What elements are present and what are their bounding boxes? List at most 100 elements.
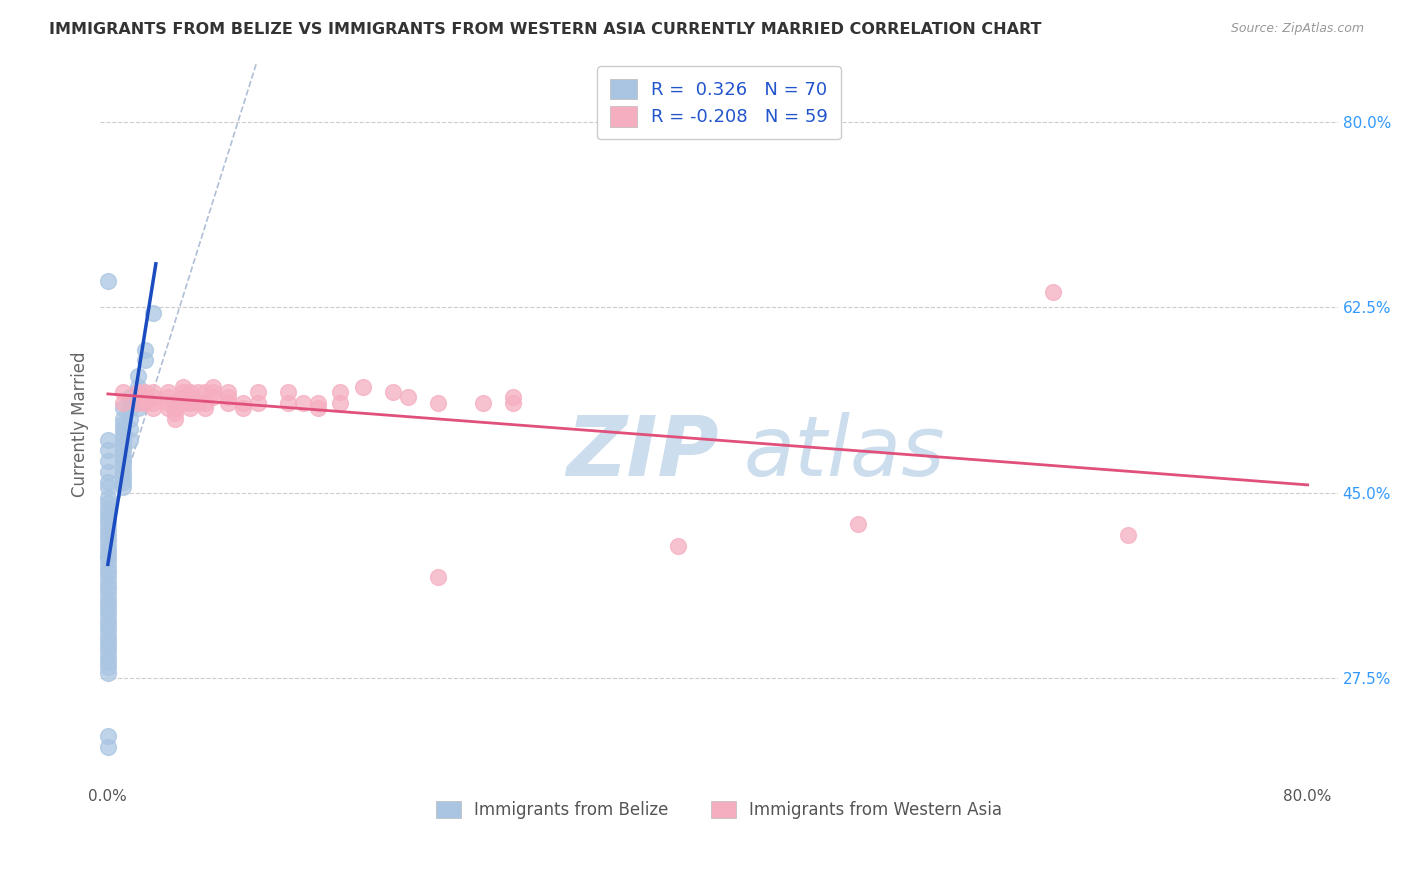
Legend: Immigrants from Belize, Immigrants from Western Asia: Immigrants from Belize, Immigrants from … <box>429 794 1008 826</box>
Point <box>97 597 120 611</box>
Point <box>97 633 120 648</box>
Point <box>97 739 120 754</box>
Point <box>111 385 134 400</box>
Point <box>142 306 165 320</box>
Point <box>396 391 419 405</box>
Point <box>111 395 134 409</box>
Point <box>120 433 142 447</box>
Point <box>97 559 120 574</box>
Point <box>97 274 120 288</box>
Point <box>217 391 239 405</box>
Point <box>97 618 120 632</box>
Point <box>179 385 201 400</box>
Point <box>97 586 120 600</box>
Point <box>1116 528 1139 542</box>
Point <box>97 512 120 526</box>
Point <box>97 528 120 542</box>
Point <box>127 391 149 405</box>
Point <box>97 554 120 568</box>
Point <box>97 539 120 553</box>
Text: atlas: atlas <box>744 412 945 493</box>
Point <box>97 544 120 558</box>
Point <box>134 353 156 368</box>
Point <box>246 395 269 409</box>
Point <box>142 401 165 415</box>
Point <box>329 395 352 409</box>
Point <box>172 380 194 394</box>
Point <box>120 422 142 436</box>
Point <box>134 395 156 409</box>
Point <box>120 401 142 415</box>
Point <box>97 443 120 458</box>
Point <box>194 401 217 415</box>
Point <box>97 533 120 548</box>
Point <box>97 591 120 606</box>
Point <box>111 433 134 447</box>
Point <box>165 395 187 409</box>
Point <box>194 385 217 400</box>
Point <box>172 391 194 405</box>
Point <box>194 395 217 409</box>
Point <box>97 575 120 590</box>
Point <box>111 475 134 489</box>
Point <box>97 501 120 516</box>
Point <box>165 401 187 415</box>
Point <box>97 465 120 479</box>
Point <box>97 475 120 489</box>
Point <box>352 380 374 394</box>
Point <box>97 523 120 537</box>
Point <box>111 411 134 425</box>
Point <box>127 401 149 415</box>
Point <box>156 385 179 400</box>
Point <box>111 480 134 494</box>
Point <box>97 665 120 680</box>
Point <box>307 401 329 415</box>
Point <box>291 395 314 409</box>
Point <box>97 629 120 643</box>
Point <box>97 581 120 595</box>
Point <box>502 395 524 409</box>
Point <box>142 395 165 409</box>
Point <box>142 391 165 405</box>
Text: ZIP: ZIP <box>567 412 718 493</box>
Point <box>156 395 179 409</box>
Point <box>111 443 134 458</box>
Point <box>120 391 142 405</box>
Point <box>134 385 156 400</box>
Point <box>111 459 134 474</box>
Point <box>217 385 239 400</box>
Text: Source: ZipAtlas.com: Source: ZipAtlas.com <box>1230 22 1364 36</box>
Point <box>502 391 524 405</box>
Point <box>97 624 120 638</box>
Point <box>111 454 134 468</box>
Point <box>127 380 149 394</box>
Point <box>134 343 156 357</box>
Point <box>120 411 142 425</box>
Point <box>165 411 187 425</box>
Point <box>111 470 134 484</box>
Point <box>111 417 134 431</box>
Point <box>187 385 209 400</box>
Y-axis label: Currently Married: Currently Married <box>72 351 89 497</box>
Point <box>307 395 329 409</box>
Point <box>179 401 201 415</box>
Point <box>426 570 449 584</box>
Point <box>381 385 404 400</box>
Point <box>277 395 299 409</box>
Point <box>179 395 201 409</box>
Point <box>329 385 352 400</box>
Point <box>246 385 269 400</box>
Point <box>201 391 224 405</box>
Point <box>846 517 869 532</box>
Point <box>142 385 165 400</box>
Point <box>97 649 120 664</box>
Point <box>111 427 134 442</box>
Point <box>426 395 449 409</box>
Point <box>97 433 120 447</box>
Point <box>97 454 120 468</box>
Point <box>97 729 120 743</box>
Point <box>97 517 120 532</box>
Point <box>232 395 254 409</box>
Point <box>97 602 120 616</box>
Point <box>172 385 194 400</box>
